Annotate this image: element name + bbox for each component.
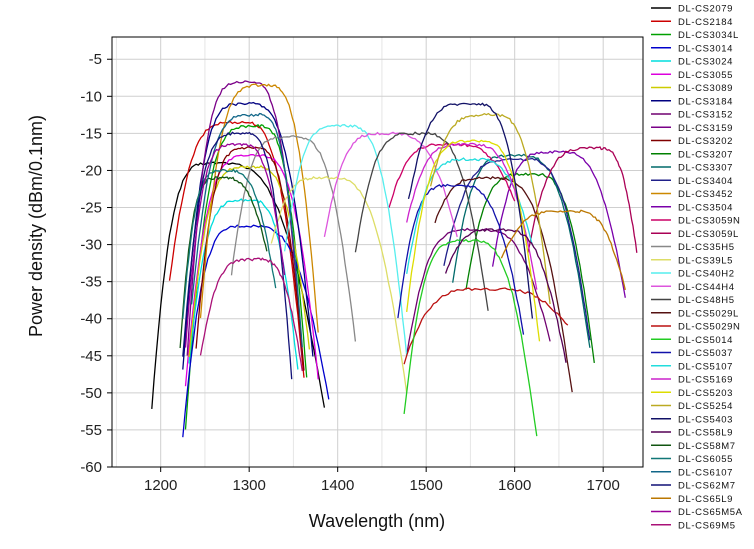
- series-line: [190, 112, 303, 348]
- series-line: [323, 131, 458, 238]
- legend-label: DL-CS3152: [678, 110, 733, 121]
- legend-label: DL-CS3089: [678, 83, 733, 94]
- legend-label: DL-CS44H4: [678, 282, 735, 293]
- y-tick-label: -45: [80, 348, 102, 365]
- grid-lines: [112, 37, 643, 468]
- legend-label: DL-CS62M7: [678, 481, 736, 492]
- y-tick-label: -5: [89, 51, 102, 68]
- series-line: [199, 257, 303, 372]
- legend-label: DL-CS65M5A: [678, 507, 743, 518]
- legend-label: DL-CS39L5: [678, 255, 733, 266]
- series-line: [182, 131, 293, 380]
- legend-label: DL-CS3452: [678, 189, 733, 200]
- legend-label: DL-CS5107: [678, 361, 733, 372]
- y-tick-label: -35: [80, 274, 102, 291]
- legend-label: DL-CS2184: [678, 17, 733, 28]
- legend-label: DL-CS3504: [678, 202, 733, 213]
- series-line: [465, 172, 595, 363]
- x-tick-label: 1600: [498, 477, 531, 494]
- legend-label: DL-CS3404: [678, 176, 733, 187]
- plot-area: [112, 37, 643, 467]
- legend-label: DL-CS3202: [678, 136, 733, 147]
- series-line: [230, 135, 357, 342]
- series-lines: [151, 80, 638, 438]
- legend-label: DL-CS48H5: [678, 295, 735, 306]
- legend-label: DL-CS5029L: [678, 308, 739, 319]
- legend-label: DL-CS6107: [678, 467, 733, 478]
- series-line: [270, 175, 408, 394]
- legend-label: DL-CS58M7: [678, 441, 736, 452]
- x-tick-label: 1500: [409, 477, 442, 494]
- y-tick-label: -15: [80, 125, 102, 142]
- y-tick-label: -40: [80, 311, 102, 328]
- y-tick-label: -10: [80, 88, 102, 105]
- legend-label: DL-CS5014: [678, 335, 733, 346]
- legend-label: DL-CS5037: [678, 348, 733, 359]
- legend-label: DL-CS5254: [678, 401, 733, 412]
- legend-label: DL-CS35H5: [678, 242, 735, 253]
- y-tick-label: -20: [80, 162, 102, 179]
- y-tick-label: -30: [80, 237, 102, 254]
- legend-label: DL-CS65L9: [678, 494, 733, 505]
- x-tick-label: 1300: [232, 477, 265, 494]
- series-line: [182, 224, 330, 438]
- series-line: [406, 142, 538, 290]
- series-line: [491, 150, 626, 298]
- series-line: [500, 209, 626, 291]
- series-line: [184, 142, 286, 348]
- series-line: [527, 146, 638, 253]
- y-axis-ticks: -5 -10 -15 -20 -25 -30 -35 -40 -45 -50 -55 -60: [80, 51, 112, 476]
- legend-label: DL-CS3024: [678, 57, 733, 68]
- x-tick-label: 1700: [586, 477, 619, 494]
- legend-label: DL-CS5203: [678, 388, 733, 399]
- legend-label: DL-CS40H2: [678, 269, 735, 280]
- legend-label: DL-CS6055: [678, 454, 733, 465]
- legend-label: DL-CS3184: [678, 96, 733, 107]
- legend: DL-CS2079 DL-CS2184 DL-CS3034L DL-CS3014 DL-…: [651, 4, 743, 531]
- legend-label: DL-CS5403: [678, 414, 733, 425]
- series-line: [444, 228, 567, 363]
- legend-label: DL-CS2079: [678, 4, 733, 15]
- series-line: [403, 238, 538, 437]
- x-tick-label: 1400: [321, 477, 354, 494]
- legend-label: DL-CS3014: [678, 43, 733, 54]
- series-line: [195, 146, 305, 371]
- y-axis-title: Power density (dBm/0.1nm): [26, 115, 46, 337]
- series-line: [184, 123, 308, 430]
- series-line: [429, 112, 551, 305]
- series-line: [283, 124, 408, 356]
- legend-label: DL-CS3059L: [678, 229, 739, 240]
- legend-label: DL-CS3059N: [678, 216, 741, 227]
- series-line: [354, 131, 489, 311]
- legend-label: DL-CS3207: [678, 149, 733, 160]
- series-line: [182, 168, 277, 319]
- plot-frame: [111, 36, 644, 468]
- series-line: [403, 287, 569, 365]
- x-tick-label: 1200: [144, 477, 177, 494]
- x-axis-ticks: 1200 1300 1400 1500 1600 1700: [144, 467, 620, 494]
- series-line: [179, 176, 268, 349]
- legend-label: DL-CS69M5: [678, 520, 736, 531]
- y-tick-label: -25: [80, 200, 102, 217]
- series-line: [452, 153, 591, 348]
- x-axis-title: Wavelength (nm): [309, 511, 445, 531]
- y-tick-label: -55: [80, 422, 102, 439]
- legend-label: DL-CS5169: [678, 375, 733, 386]
- legend-label: DL-CS5029N: [678, 322, 741, 333]
- legend-label: DL-CS3034L: [678, 30, 739, 41]
- series-line: [406, 139, 541, 342]
- legend-label: DL-CS3055: [678, 70, 733, 81]
- legend-label: DL-CS3307: [678, 163, 733, 174]
- y-tick-label: -50: [80, 385, 102, 402]
- legend-label: DL-CS58L9: [678, 428, 733, 439]
- series-line: [397, 183, 525, 335]
- series-line: [407, 102, 534, 319]
- y-tick-label: -60: [80, 459, 102, 476]
- legend-label: DL-CS3159: [678, 123, 733, 134]
